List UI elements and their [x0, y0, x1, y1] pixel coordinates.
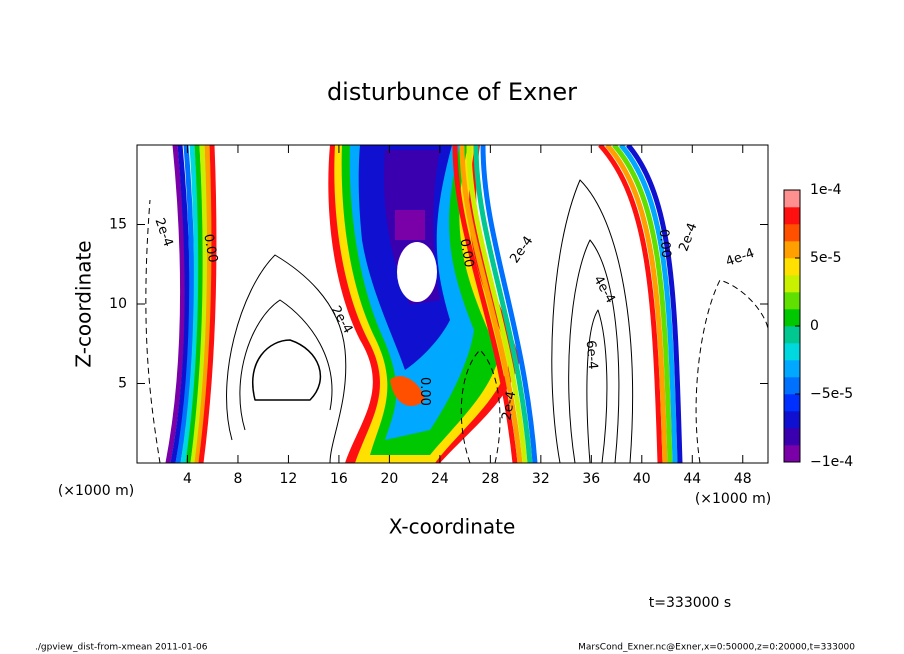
x-tick-label: 36	[582, 471, 600, 487]
y-tick-label: 15	[109, 217, 127, 233]
chart-title: disturbunce of Exner	[327, 78, 577, 106]
y-axis-label: Z-coordinate	[72, 240, 96, 367]
x-tick-label: 16	[330, 471, 348, 487]
contour-label: 4e-4	[724, 246, 757, 270]
x-tick-label: 24	[431, 471, 449, 487]
contour-label: 0.00	[200, 233, 220, 264]
y-tick-label: 5	[118, 376, 127, 392]
colorbar-band	[784, 207, 800, 225]
contour-label: 0.00	[456, 238, 476, 269]
right-plume	[452, 145, 683, 463]
contour-label: 4e-4	[590, 273, 618, 306]
x-tick-label: 8	[233, 471, 242, 487]
contour-label: 2e-4	[676, 221, 700, 254]
footer-right: MarsCond_Exner.nc@Exner,x=0:50000,z=0:20…	[578, 643, 855, 653]
contour-lines	[145, 179, 768, 463]
left-plume	[165, 145, 217, 463]
contour-label: 2e-4	[499, 390, 519, 421]
field	[145, 145, 768, 463]
colorbar-tick-label: −5e-5	[810, 386, 853, 402]
colorbar-band	[784, 428, 800, 446]
x-axis-label: X-coordinate	[389, 515, 516, 539]
colorbar-tick-label: −1e-4	[810, 454, 853, 470]
colorbar-band	[784, 411, 800, 429]
colorbar-band	[784, 394, 800, 412]
colorbar-band	[784, 241, 800, 259]
x-tick-label: 44	[683, 471, 701, 487]
colorbar-band	[784, 258, 800, 276]
y-tick-label: 10	[109, 296, 127, 312]
contour-label: 0.00	[417, 377, 432, 406]
x-tick-label: 32	[532, 471, 550, 487]
colorbar-tick-label: 5e-5	[810, 250, 841, 266]
y-unit: (×1000 m)	[58, 483, 134, 499]
x-tick-label: 40	[633, 471, 651, 487]
colorbar-tick-label: 1e-4	[810, 182, 842, 198]
contour-label: 2e-4	[507, 234, 536, 267]
x-tick-label: 48	[734, 471, 752, 487]
x-unit: (×1000 m)	[695, 491, 771, 507]
x-tick-label: 20	[380, 471, 398, 487]
colorbar-band	[784, 326, 800, 344]
colorbar-band	[784, 309, 800, 327]
colorbar-band	[784, 190, 800, 208]
contour-label: 0.00	[656, 229, 673, 259]
colorbar-band	[784, 275, 800, 293]
x-tick-label: 12	[280, 471, 298, 487]
colorbar-band	[784, 224, 800, 242]
x-tick-label: 4	[183, 471, 192, 487]
contour-label: 6e-4	[583, 340, 600, 370]
x-tick-label: 28	[481, 471, 499, 487]
colorbar-band	[784, 445, 800, 463]
colorbar-band	[784, 360, 800, 378]
footer-left: ./gpview_dist-from-xmean 2011-01-06	[35, 643, 208, 653]
contour-label: 2e-4	[151, 216, 175, 249]
colorbar-band	[784, 292, 800, 310]
colorbar-tick-label: 0	[810, 318, 819, 334]
colorbar-band	[784, 343, 800, 361]
annotation: t=333000 s	[649, 595, 731, 611]
colorbar-band	[784, 377, 800, 395]
